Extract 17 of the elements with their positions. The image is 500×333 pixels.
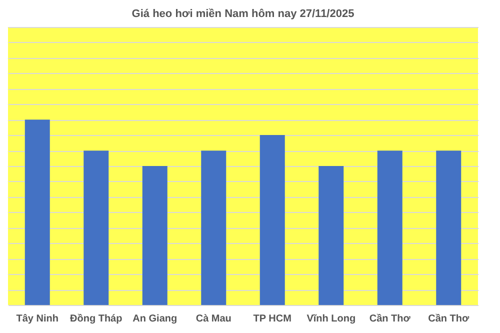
- bar: [260, 135, 285, 305]
- bar: [84, 150, 109, 305]
- x-tick-label: Cà Mau: [196, 314, 232, 324]
- bar: [318, 166, 344, 305]
- bar: [436, 150, 462, 305]
- x-tick-label: Vĩnh Long: [306, 314, 356, 324]
- x-tick-label: TP HCM: [253, 314, 292, 324]
- bar: [377, 150, 402, 305]
- bar: [142, 166, 168, 305]
- bar: [24, 120, 50, 305]
- x-tick-label: Đồng Tháp: [70, 314, 122, 324]
- x-tick-label: An Giang: [132, 314, 178, 324]
- x-tick-label: Tây Ninh: [16, 314, 58, 324]
- bar: [201, 150, 226, 305]
- x-tick-label: Cần Thơ: [428, 314, 470, 324]
- chart-title: Giá heo hơi miền Nam hôm nay 27/11/2025: [132, 8, 354, 20]
- x-tick-label: Cần Thơ: [369, 314, 412, 324]
